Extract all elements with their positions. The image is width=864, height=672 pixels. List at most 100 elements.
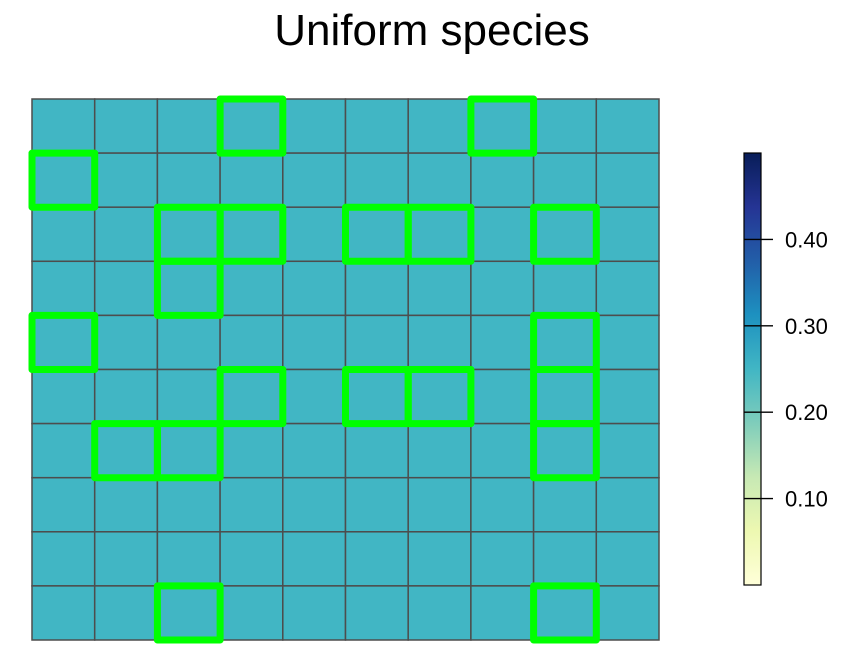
heatmap-cell [407,422,472,479]
heatmap-cell [344,260,409,317]
heatmap-cell [219,531,284,587]
highlighted-cell-outline [467,95,538,157]
heatmap-cell [407,260,472,317]
heatmap-cell [407,314,472,371]
heatmap-cell [470,152,535,208]
heatmap-cell [219,585,284,641]
heatmap-cell [407,368,472,425]
heatmap-cell [31,368,96,425]
heatmap-cell [93,314,159,371]
heatmap-cell [595,260,660,317]
heatmap-cell [344,98,409,154]
heatmap-cell [344,206,409,263]
heatmap-cell [407,206,472,263]
highlighted-cell-outline [216,203,287,265]
heatmap-cell [31,260,96,317]
heatmap-cell [219,206,284,263]
heatmap-cell [282,152,347,208]
heatmap-cell [156,476,221,533]
colorbar-tick-label: 0.40 [785,227,828,252]
heatmap-cell [344,368,409,425]
heatmap-cell [532,585,598,641]
heatmap-cell [470,314,535,371]
heatmap-cell [156,368,221,425]
heatmap-cell [31,585,96,641]
highlighted-cell-outline [216,95,287,157]
highlighted-cell-outline [28,149,99,211]
heatmap-cell [219,314,284,371]
heatmap-cell [532,98,598,154]
heatmap-cell [282,260,347,317]
heatmap-cell [595,476,660,533]
colorbar-tick-label: 0.30 [785,314,828,339]
heatmap-cell [219,422,284,479]
heatmap-cell [470,368,535,425]
heatmap-cell [532,368,598,425]
heatmap-cell [156,206,221,263]
heatmap-cell [595,585,660,641]
heatmap-cell [282,585,347,641]
heatmap-cell [532,260,598,317]
heatmap-cell [31,152,96,208]
highlighted-cell-outline [404,366,475,428]
highlighted-cell-outline [216,366,287,428]
heatmap-cell [532,422,598,479]
chart-title: Uniform species [274,6,589,55]
heatmap-cell [93,585,159,641]
heatmap-cell [282,422,347,479]
heatmap-cell [31,531,96,587]
heatmap-cell [532,531,598,587]
heatmap-cell [93,98,159,154]
heatmap-cell [595,98,660,154]
heatmap-cell [595,422,660,479]
heatmap-cell [344,531,409,587]
highlighted-cell-outline [28,311,99,373]
colorbar-tick-label: 0.20 [785,400,828,425]
colorbar-gradient [743,152,762,586]
heatmap-cell [219,368,284,425]
heatmap-cell [344,422,409,479]
heatmap-cell [93,368,159,425]
heatmap-cell [470,531,535,587]
heatmap-cell [156,585,221,641]
heatmap-cell [219,152,284,208]
heatmap-cell [282,476,347,533]
heatmap-cell [407,152,472,208]
heatmap-cell [219,260,284,317]
heatmap-cell [532,206,598,263]
heatmap-cell [31,314,96,371]
heatmap-cell [31,476,96,533]
heatmap-cell [93,422,159,479]
heatmap-cell [282,98,347,154]
heatmap-cell [407,98,472,154]
heatmap-cell [219,476,284,533]
heatmap-cell [219,98,284,154]
highlighted-cell-outline [530,582,600,644]
heatmap-cell [470,260,535,317]
colorbar: 0.10 0.20 0.30 0.40 [743,152,828,586]
heatmap-cell [156,152,221,208]
heatmap-cell [93,476,159,533]
heatmap-cell [470,98,535,154]
heatmap-cell [156,314,221,371]
heatmap-cell [407,476,472,533]
heatmap-cell [595,152,660,208]
heatmap-cell [407,585,472,641]
heatmap-cell [156,260,221,317]
highlighted-cell-outline [530,420,600,482]
heatmap-highlights [28,95,600,644]
heatmap-cell [532,152,598,208]
heatmap-cell [93,260,159,317]
heatmap-cell [31,98,96,154]
heatmap-cell [344,314,409,371]
highlighted-cell-outline [404,203,475,265]
highlighted-cell-outline [153,257,224,319]
heatmap-cell [156,98,221,154]
heatmap-cell [344,152,409,208]
heatmap-cell [595,368,660,425]
heatmap-cell [156,422,221,479]
heatmap-cell [470,476,535,533]
heatmap-cell [282,368,347,425]
heatmap-cell [93,152,159,208]
